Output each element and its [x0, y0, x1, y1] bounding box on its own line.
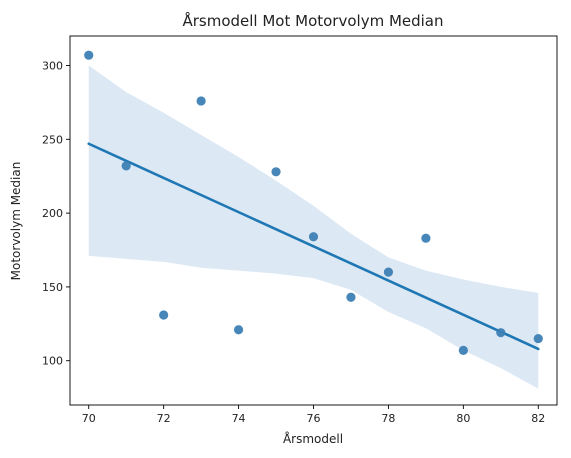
x-tick-label: 74: [232, 412, 246, 425]
y-tick-label: 150: [42, 281, 63, 294]
x-tick-label: 82: [531, 412, 545, 425]
x-tick-label: 78: [381, 412, 395, 425]
regression-line: [87, 142, 540, 351]
data-point: [308, 232, 319, 242]
data-point: [533, 333, 543, 344]
x-tick-label: 80: [456, 412, 470, 425]
y-tick-label: 250: [42, 133, 63, 146]
data-point: [346, 292, 356, 302]
data-point: [421, 233, 431, 243]
y-tick-label: 100: [42, 355, 63, 368]
x-tick-label: 70: [82, 412, 96, 425]
chart-title: Årsmodell Mot Motorvolym Median: [182, 11, 443, 30]
data-point: [383, 267, 394, 277]
data-point: [458, 345, 468, 355]
x-axis-label: Årsmodell: [283, 431, 343, 446]
data-point: [496, 328, 506, 338]
data-point: [271, 167, 281, 177]
data-point: [196, 96, 206, 106]
data-point: [121, 161, 131, 171]
y-axis-label: Motorvolym Median: [9, 162, 23, 281]
confidence-band: [88, 65, 539, 389]
data-point: [159, 310, 169, 320]
y-tick-label: 200: [42, 207, 63, 220]
data-point: [84, 50, 94, 60]
data-point: [233, 325, 244, 335]
x-tick-label: 76: [307, 412, 321, 425]
x-tick-label: 72: [157, 412, 171, 425]
y-tick-label: 300: [42, 60, 63, 73]
plot-area: 70 72 74 76 78 80 82 100 150 200 250 300: [42, 35, 558, 425]
